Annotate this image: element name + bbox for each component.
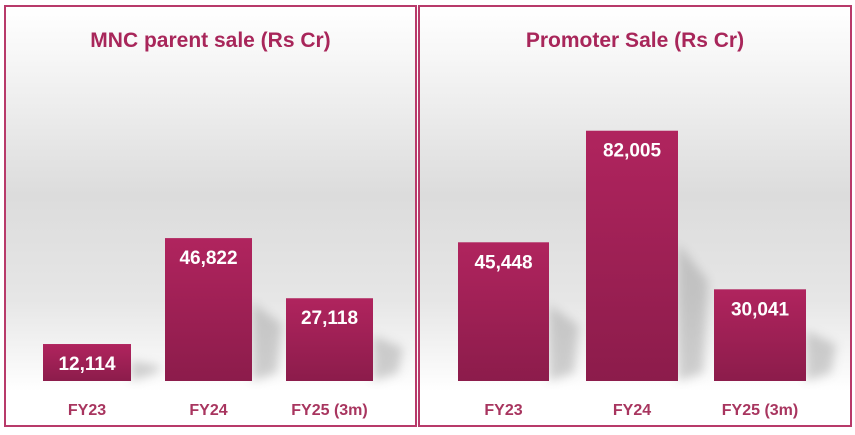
data-label: 30,041 [731,299,790,320]
category-label: FY24 [613,402,651,419]
promoter-sale-chart: Promoter Sale (Rs Cr) 45,448 FY23 82,005 FY2… [418,5,852,427]
bar-shadow [373,335,403,381]
bar-shadow [806,330,836,381]
data-label: 45,448 [474,252,532,273]
bar-fy24 [165,238,252,381]
chart-title: Promoter Sale (Rs Cr) [526,29,744,52]
bar-fy23 [43,344,131,381]
chart-svg: Promoter Sale (Rs Cr) 45,448 FY23 82,005 FY2… [458,29,836,419]
category-label: FY23 [484,402,522,419]
data-label: 46,822 [179,248,237,269]
bar-shadow [252,302,282,381]
data-label: 27,118 [301,308,358,329]
bar-fy25-3m- [286,298,373,381]
bar-fy24 [586,130,678,381]
category-label: FY25 (3m) [722,402,798,419]
mnc-parent-sale-chart: MNC parent sale (Rs Cr) 12,114 FY23 46,822 F… [4,5,417,427]
chart-svg: MNC parent sale (Rs Cr) 12,114 FY23 46,822 F… [43,29,403,419]
category-label: FY23 [68,402,106,419]
bar-shadow [131,360,161,381]
bar-shadow [678,243,708,381]
data-label: 82,005 [603,141,662,162]
bar-fy23 [458,242,549,381]
category-label: FY24 [189,402,227,419]
bar-fy25-3m- [714,289,806,381]
data-label: 12,114 [58,354,115,375]
bar-shadow [549,304,579,381]
category-label: FY25 (3m) [291,402,367,419]
chart-title: MNC parent sale (Rs Cr) [90,29,330,52]
